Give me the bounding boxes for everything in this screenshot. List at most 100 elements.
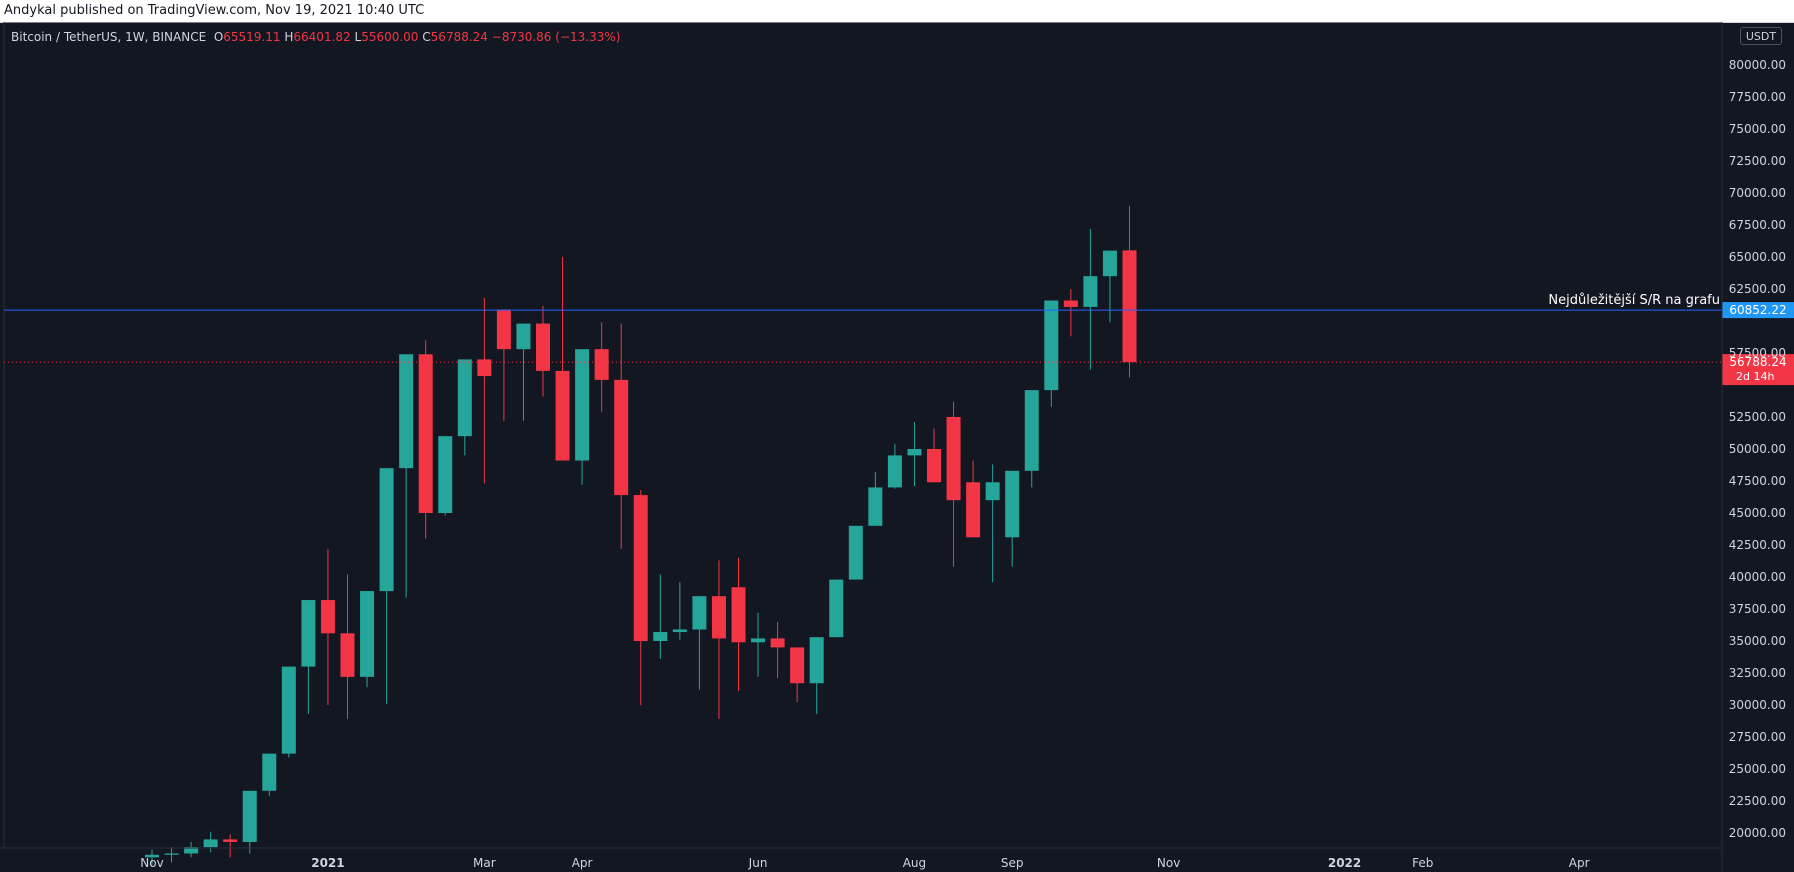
time-axis[interactable]: Nov 2021 Mar Apr Jun Aug Sep Nov 2022 Feb Apr [0,847,1722,870]
candle-body [731,587,746,643]
candle-body [829,579,844,638]
candle [809,637,824,714]
candle [692,596,707,690]
candle-body [203,839,218,848]
candle-body [946,417,961,501]
candle-body [770,638,785,648]
time-tick-label: Jun [748,856,768,870]
candle [399,354,414,598]
candle-body [809,637,824,684]
candle [751,612,766,677]
candle-body [594,349,609,380]
candle [223,834,238,858]
candle [887,443,902,489]
candle-body [614,379,629,496]
time-tick-label: 2021 [311,856,344,870]
candle-body [477,359,492,377]
candle-body [751,638,766,643]
candle [1024,390,1039,488]
candle [320,548,335,705]
time-tick-label: Apr [572,856,593,870]
time-tick-label: Nov [1157,856,1180,870]
last-price-badge [1722,354,1794,386]
open-value: 65519.11 [223,30,281,44]
currency-badge[interactable]: USDT [1740,27,1782,45]
price-tick-label: 77500.00 [1729,90,1786,104]
candle-body [223,839,238,842]
price-tick-label: 67500.00 [1729,218,1786,232]
candle [516,323,531,421]
time-tick-label: Aug [903,856,926,870]
price-axis[interactable]: 20000.00 22500.00 25000.00 27500.00 30000.00… [1721,22,1786,872]
candle [731,557,746,691]
candle-body [281,666,296,754]
horizontal-lines: Nejdůležitější S/R na grafu 60852.22 56788… [4,293,1794,386]
price-tick-label: 70000.00 [1729,186,1786,200]
price-tick-label: 47500.00 [1729,474,1786,488]
candle-body [711,596,726,639]
candle-body [242,790,257,842]
candle-body [790,647,805,684]
candle [1063,289,1078,337]
candle-body [301,600,316,667]
candle [203,831,218,853]
close-value: 56788.24 [430,30,488,44]
candle-body [438,436,453,513]
time-tick-label: Apr [1569,856,1590,870]
candle [946,401,961,567]
candle [438,436,453,516]
time-tick-label: 2022 [1328,856,1361,870]
candle-body [907,449,922,456]
price-tick-label: 25000.00 [1729,762,1786,776]
candles [145,205,1137,865]
symbol-name: Bitcoin / TetherUS, 1W, BINANCE [11,30,207,44]
candle [633,489,648,705]
candle [829,579,844,638]
candle [1005,470,1020,567]
candle-body [633,495,648,641]
candle [418,340,433,539]
candle-body [985,482,1000,501]
candle [614,323,629,549]
time-tick-label: Nov [140,856,163,870]
candle [477,297,492,484]
candle [145,849,159,865]
sr-line-label: Nejdůležitější S/R na grafu [1548,293,1720,308]
time-tick-label: Mar [473,856,496,870]
candle-body [340,633,355,677]
candle-body [320,600,335,634]
candle-body [360,591,375,677]
candle [1122,205,1137,378]
candle-body [1005,470,1020,538]
candle-body [145,854,159,858]
candle [966,460,981,538]
candle-body [966,482,981,538]
last-price-badge-text: 56788.24 [1729,355,1786,369]
candle-body [262,753,277,791]
candle [496,309,511,421]
candle-body [164,853,179,855]
bar-countdown-text: 2d 14h [1736,370,1774,383]
candle [1044,300,1059,407]
candle [575,349,590,485]
candle-body [848,525,863,580]
price-tick-label: 50000.00 [1729,442,1786,456]
candle [848,525,863,580]
candle [301,600,316,714]
price-tick-label: 75000.00 [1729,122,1786,136]
price-chart[interactable]: Nejdůležitější S/R na grafu 60852.22 56788… [0,22,1794,872]
candle-body [184,847,199,854]
candle-body [555,370,570,461]
candle [770,621,785,679]
candle [184,841,199,858]
low-value: 55600.00 [361,30,419,44]
candle [360,591,375,688]
candle-body [1044,300,1059,391]
symbol-legend: Bitcoin / TetherUS, 1W, BINANCE O65519.1… [11,30,620,44]
candle-body [536,323,550,371]
price-tick-label: 45000.00 [1729,506,1786,520]
time-tick-label: Feb [1412,856,1433,870]
open-label: O [213,30,224,44]
candle-body [399,354,414,469]
price-tick-label: 32500.00 [1729,666,1786,680]
